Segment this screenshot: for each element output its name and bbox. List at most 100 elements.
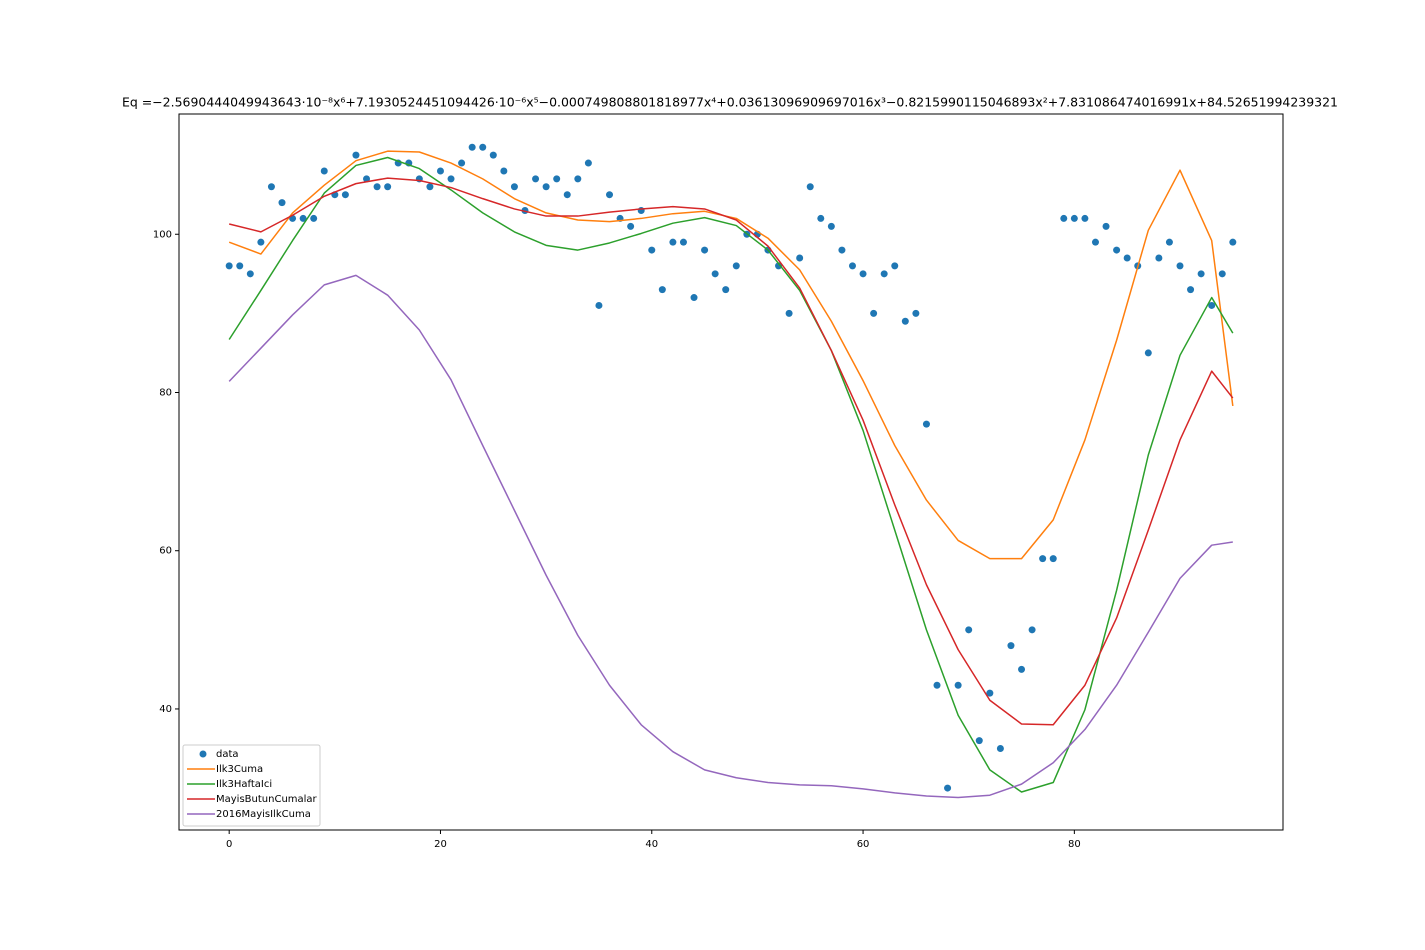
data-point [341,191,349,199]
data-point [553,175,561,183]
data-point [1049,555,1057,563]
data-point [965,626,973,634]
data-point [373,183,381,191]
data-point [236,262,244,270]
y-tick-label: 80 [159,387,172,398]
data-point [1155,254,1163,262]
data-point [996,745,1004,753]
legend-label: Ilk3Cuma [216,764,263,775]
data-point [1007,642,1015,650]
line-series [228,156,1234,793]
data-point [711,270,719,278]
legend-label: 2016MayisIlkCuma [216,809,311,820]
data-point [532,175,540,183]
data-point [912,309,920,317]
data-point [954,681,962,689]
data-point [1091,238,1099,246]
data-point [1187,286,1195,294]
data-point [944,784,952,792]
data-point [500,167,508,175]
data-point [542,183,550,191]
legend: data Ilk3Cuma Ilk3HaftaIci MayisButunCumala… [182,744,321,827]
data-point [606,191,614,199]
data-point [447,175,455,183]
data-point [489,151,497,159]
data-point [658,286,666,294]
data-point [817,214,825,222]
data-point [848,262,856,270]
legend-label: data [216,749,239,760]
data-point [859,270,867,278]
data-point [627,222,635,230]
data-point [363,175,371,183]
data-point [426,183,434,191]
data-point [701,246,709,254]
legend-marker [199,750,207,758]
data-point [299,214,307,222]
data-point [1123,254,1131,262]
data-point [1197,270,1205,278]
y-tick-label: 100 [153,229,172,240]
x-tick-label: 20 [434,839,447,850]
data-point [267,183,275,191]
data-point [669,238,677,246]
legend-label: MayisButunCumalar [216,794,318,805]
y-tick-label: 40 [159,704,172,715]
line-series [228,177,1234,726]
data-point [1070,214,1078,222]
data-point [436,167,444,175]
data-point [1102,222,1110,230]
data-point [922,420,930,428]
data-point [679,238,687,246]
data-point [975,737,983,745]
data-point [584,159,592,167]
y-tick-label: 60 [159,546,172,557]
data-point [1144,349,1152,357]
legend-label: Ilk3HaftaIci [216,779,272,790]
data-point [257,238,265,246]
data-point [986,689,994,697]
data-point [648,246,656,254]
data-point [796,254,804,262]
x-tick-label: 80 [1068,839,1081,850]
x-tick-label: 0 [226,839,232,850]
data-point [806,183,814,191]
data-point [1176,262,1184,270]
x-tick-label: 40 [645,839,658,850]
data-point [384,183,392,191]
data-point [690,294,698,302]
data-point [1229,238,1237,246]
data-point [933,681,941,689]
data-point [278,199,286,207]
data-point [827,222,835,230]
line-series [228,150,1234,560]
chart-title: Eq =−2.5690444049943643·10⁻⁸x⁶+7.1930524… [122,95,1338,110]
data-point [891,262,899,270]
data-point [785,309,793,317]
data-point [732,262,740,270]
data-point [510,183,518,191]
data-point [563,191,571,199]
data-point [310,214,318,222]
data-point [901,317,909,325]
data-point [838,246,846,254]
x-tick-label: 60 [857,839,870,850]
data-point [870,309,878,317]
data-point [468,143,476,151]
data-point [352,151,360,159]
data-point [1060,214,1068,222]
data-point [1028,626,1036,634]
data-point [1208,301,1216,309]
line-series [228,274,1233,799]
data-point [775,262,783,270]
data-point [1039,555,1047,563]
data-point [1218,270,1226,278]
data-point [458,159,466,167]
data-point [1165,238,1173,246]
data-point [880,270,888,278]
data-point [595,301,603,309]
plot-frame [178,113,1284,831]
legend-box [182,744,321,827]
